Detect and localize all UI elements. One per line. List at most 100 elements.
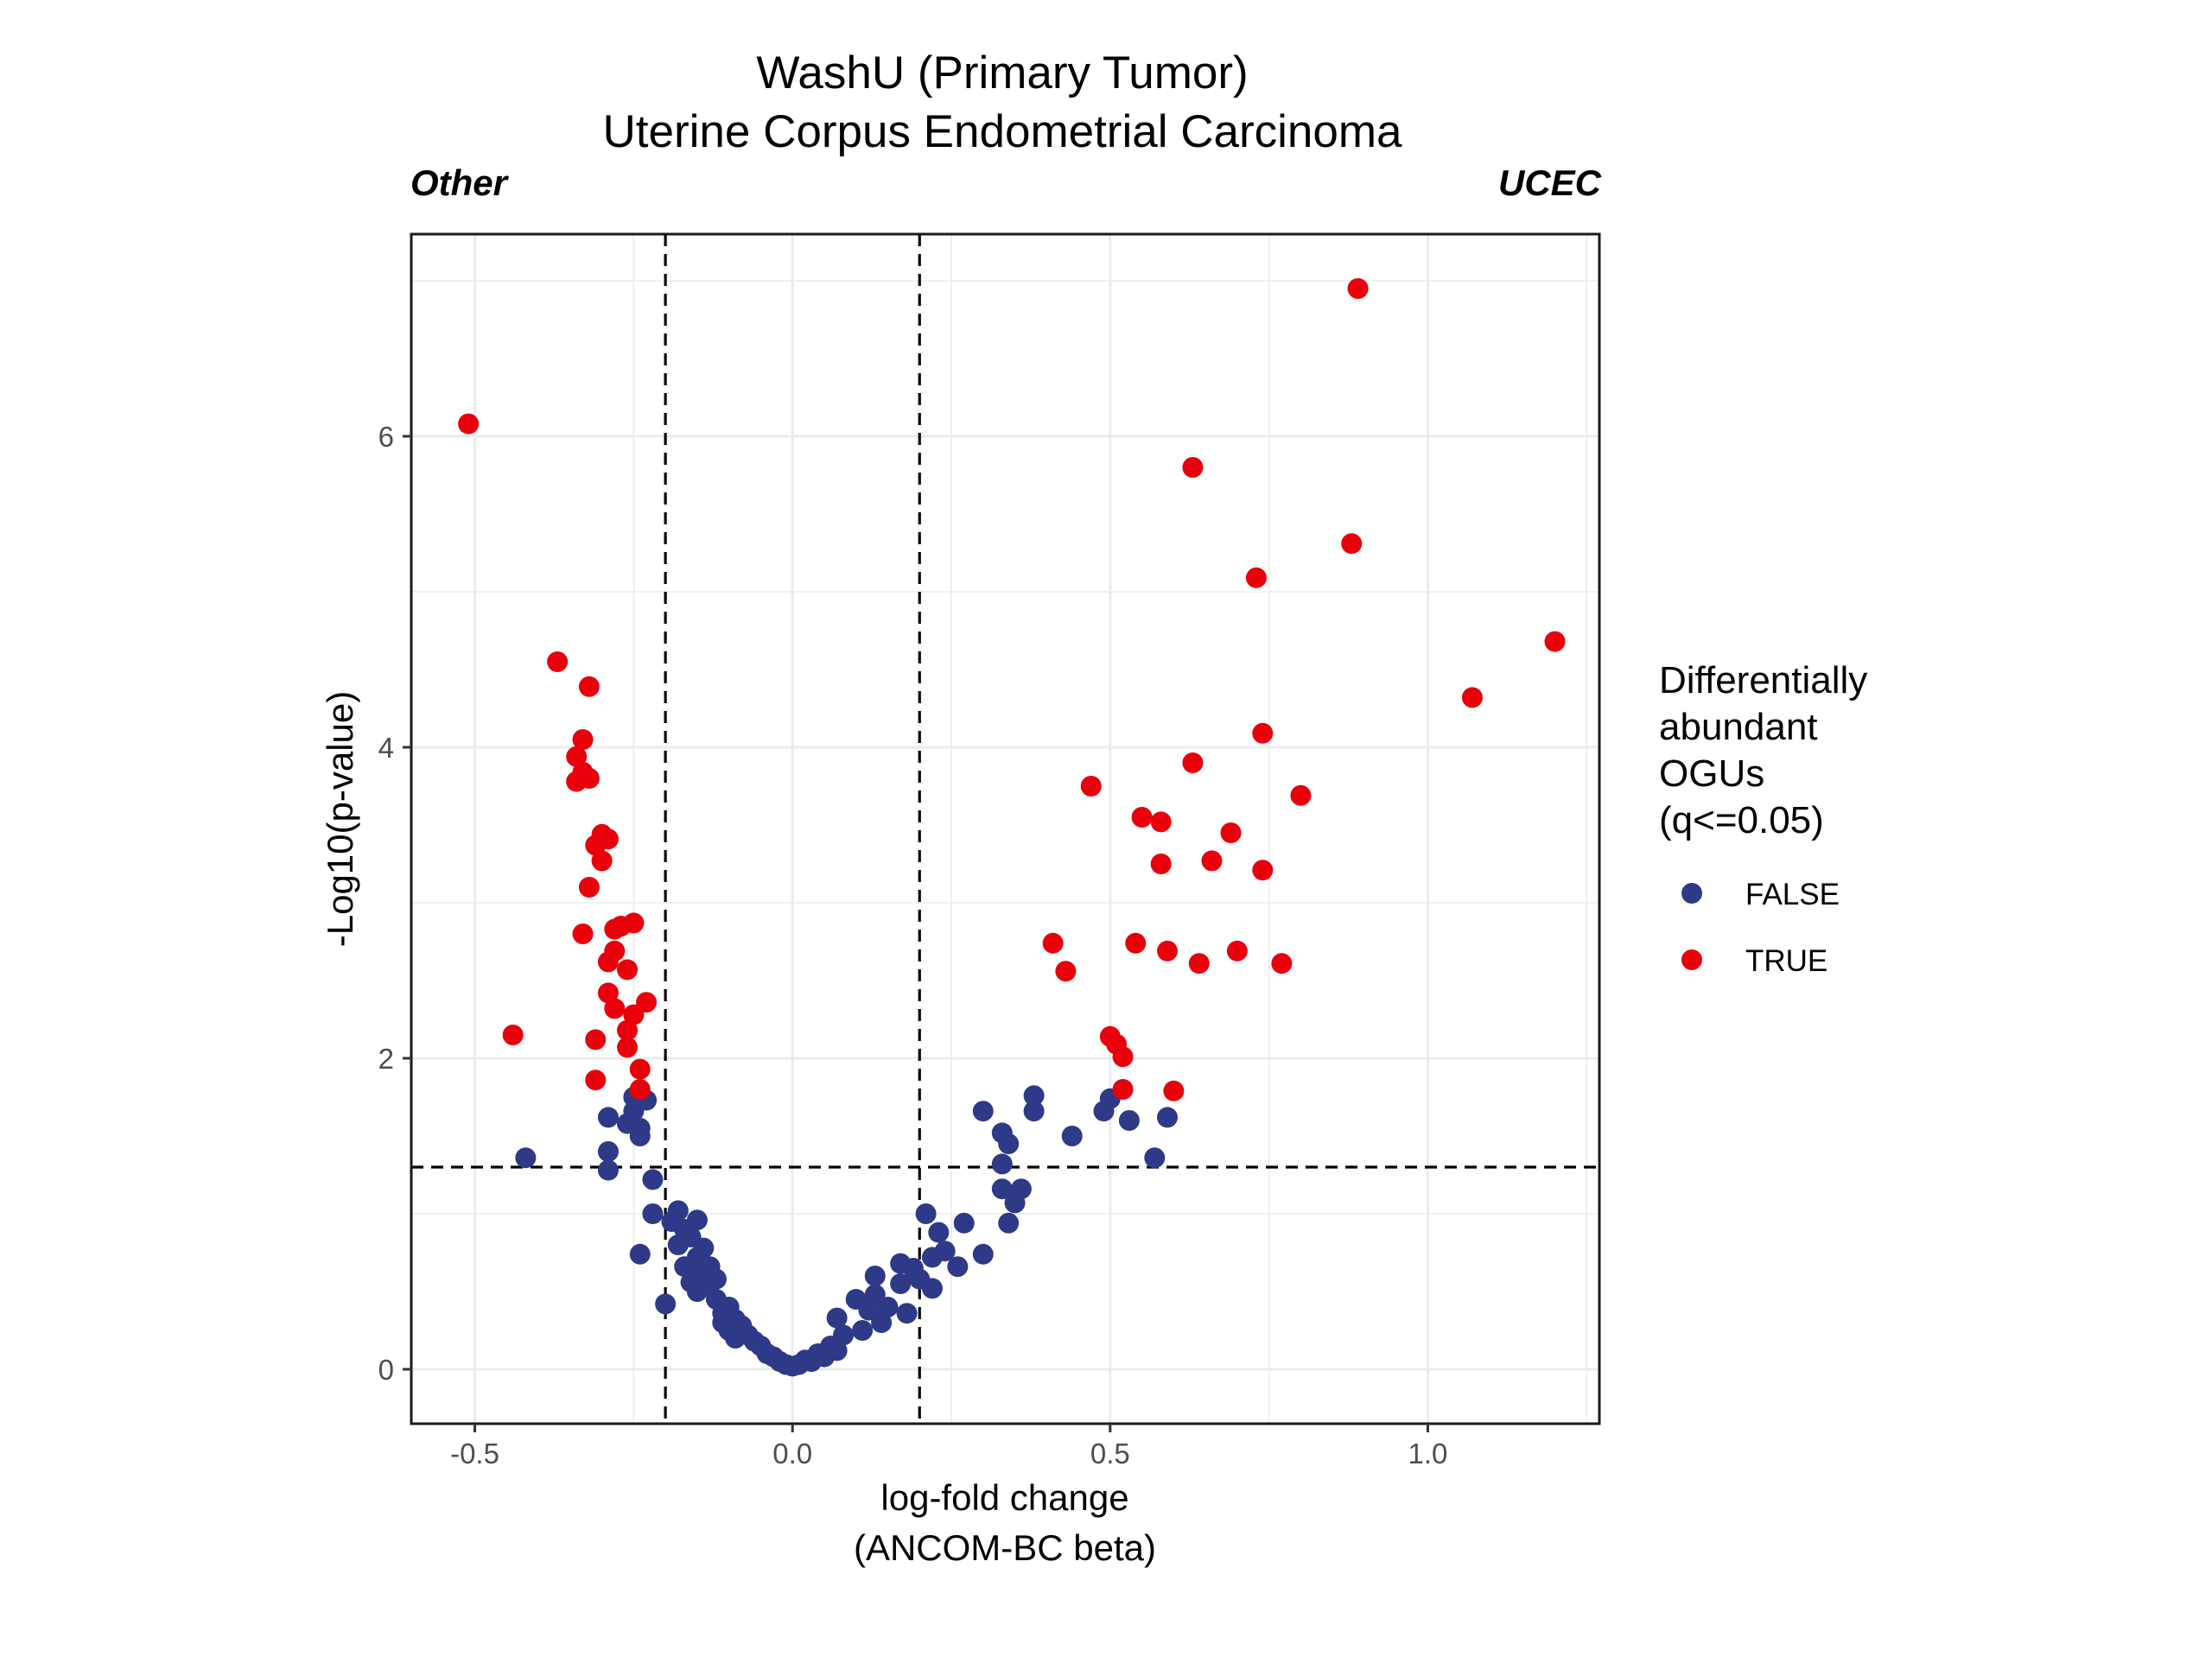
point-false <box>629 1243 651 1265</box>
point-true <box>623 912 645 934</box>
legend-title-line4: (q<=0.05) <box>1659 799 1824 841</box>
legend-title-line3: OGUs <box>1659 752 1764 795</box>
point-true <box>1163 1080 1185 1101</box>
point-false <box>998 1133 1020 1154</box>
point-true <box>591 850 613 872</box>
point-false <box>991 1178 1013 1200</box>
x-axis-title-line1: log-fold change <box>880 1477 1128 1518</box>
point-false <box>1010 1178 1032 1200</box>
reference-lines <box>411 234 1599 1424</box>
point-false <box>705 1268 727 1290</box>
point-true <box>617 959 638 981</box>
point-true <box>1055 961 1077 982</box>
point-true <box>547 651 569 672</box>
y-axis-title: -Log10(p-value) <box>320 691 360 948</box>
point-false <box>871 1312 893 1333</box>
y-tick-label: 4 <box>378 732 394 764</box>
point-false <box>972 1243 994 1265</box>
point-true <box>604 940 626 962</box>
left-group-label: Other <box>410 162 510 203</box>
point-true <box>1080 776 1102 797</box>
point-false <box>693 1237 715 1259</box>
point-true <box>1226 940 1248 962</box>
point-true <box>1157 940 1178 962</box>
point-false <box>667 1200 689 1222</box>
point-false <box>928 1222 950 1243</box>
point-false <box>642 1203 664 1224</box>
point-false <box>864 1284 886 1305</box>
y-tick-label: 2 <box>378 1043 394 1075</box>
point-false <box>972 1101 994 1122</box>
point-false <box>991 1153 1013 1175</box>
point-true <box>1347 278 1369 299</box>
data-points <box>458 278 1566 1377</box>
point-true <box>1220 822 1242 843</box>
x-axis-title-line2: (ANCOM-BC beta) <box>854 1527 1156 1568</box>
point-false <box>597 1107 619 1128</box>
point-true <box>617 1037 638 1058</box>
point-true <box>1150 854 1172 874</box>
point-true <box>1271 953 1293 974</box>
point-true <box>629 1058 651 1080</box>
point-false <box>890 1273 912 1294</box>
point-true <box>1252 860 1274 881</box>
x-tick-label: 0.5 <box>1090 1438 1130 1469</box>
point-true <box>597 982 619 1004</box>
point-false <box>826 1307 848 1329</box>
point-true <box>1042 932 1064 954</box>
point-false <box>1061 1126 1083 1146</box>
point-true <box>1252 722 1274 744</box>
x-tick-label: -0.5 <box>450 1438 499 1469</box>
point-false <box>1118 1110 1140 1131</box>
point-true <box>1201 850 1223 872</box>
point-true <box>629 1079 651 1100</box>
point-false <box>852 1320 874 1341</box>
legend-label-false: FALSE <box>1745 878 1840 911</box>
point-false <box>864 1266 886 1286</box>
point-false <box>896 1303 918 1324</box>
point-false <box>1023 1085 1045 1107</box>
legend-title-line1: Differentially <box>1659 659 1867 701</box>
point-false <box>1157 1107 1178 1128</box>
point-false <box>597 1159 619 1181</box>
point-true <box>1188 953 1210 974</box>
point-false <box>826 1340 848 1362</box>
point-true <box>1131 807 1153 828</box>
point-false <box>515 1147 537 1169</box>
point-false <box>833 1324 854 1346</box>
point-true <box>636 992 658 1013</box>
point-false <box>629 1118 651 1139</box>
point-true <box>1112 1046 1134 1068</box>
legend-label-true: TRUE <box>1745 944 1827 978</box>
x-tick-label: 1.0 <box>1408 1438 1448 1469</box>
point-true <box>1544 631 1566 652</box>
plot-panel-border <box>410 232 1601 1425</box>
chart-title: WashU (Primary Tumor) <box>756 48 1248 98</box>
legend-marker-true <box>1681 949 1702 970</box>
point-true <box>1125 932 1147 954</box>
point-false <box>877 1297 899 1317</box>
point-true <box>623 1004 645 1025</box>
y-tick-label: 6 <box>378 421 394 453</box>
point-true <box>585 1029 607 1050</box>
grid <box>411 234 1599 1424</box>
legend-title-line2: abundant <box>1659 706 1818 748</box>
point-false <box>686 1209 708 1231</box>
point-true <box>502 1025 524 1045</box>
point-false <box>858 1299 880 1321</box>
point-false <box>998 1212 1020 1234</box>
point-false <box>1144 1147 1166 1169</box>
right-group-label: UCEC <box>1498 162 1602 203</box>
point-false <box>597 1141 619 1162</box>
point-false <box>947 1256 969 1278</box>
point-true <box>578 676 600 697</box>
point-false <box>642 1169 664 1190</box>
point-true <box>1341 533 1363 555</box>
chart-subtitle: Uterine Corpus Endometrial Carcinoma <box>603 106 1402 157</box>
point-true <box>604 998 626 1019</box>
point-true <box>585 1070 607 1091</box>
x-tick-label: 0.0 <box>772 1438 812 1469</box>
point-false <box>1023 1101 1045 1122</box>
point-true <box>1245 567 1267 588</box>
